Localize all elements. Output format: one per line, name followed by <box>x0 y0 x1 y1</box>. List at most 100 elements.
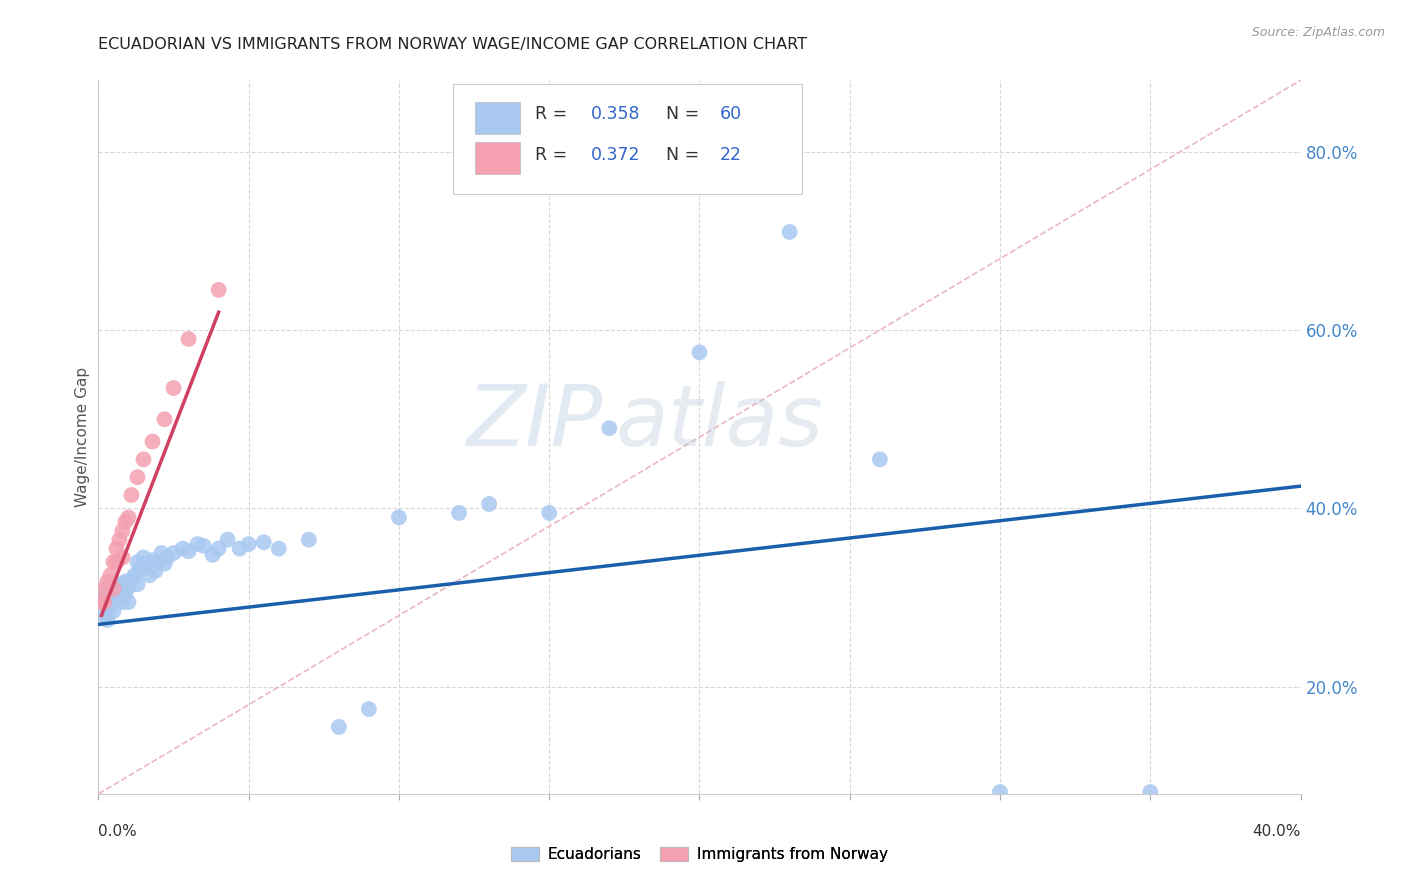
Point <box>103 604 125 618</box>
Point <box>298 533 321 547</box>
Point <box>124 568 146 582</box>
Y-axis label: Wage/Income Gap: Wage/Income Gap <box>75 367 90 508</box>
FancyBboxPatch shape <box>453 84 801 194</box>
Point <box>127 577 149 591</box>
Point <box>153 412 176 426</box>
Point <box>132 452 155 467</box>
Text: 0.372: 0.372 <box>592 146 641 164</box>
Point <box>105 592 128 607</box>
Point <box>253 535 276 549</box>
Point <box>100 568 122 582</box>
Point <box>108 582 131 596</box>
Text: 22: 22 <box>720 146 742 164</box>
Point <box>141 553 163 567</box>
Point <box>108 533 131 547</box>
Point <box>779 225 801 239</box>
Point <box>869 452 891 467</box>
Text: ECUADORIAN VS IMMIGRANTS FROM NORWAY WAGE/INCOME GAP CORRELATION CHART: ECUADORIAN VS IMMIGRANTS FROM NORWAY WAG… <box>98 37 807 52</box>
Point <box>177 544 200 558</box>
Text: ZIP: ZIP <box>467 381 603 465</box>
Point <box>228 541 250 556</box>
Point <box>267 541 290 556</box>
Text: 0.358: 0.358 <box>592 105 641 123</box>
Point <box>117 595 139 609</box>
Point <box>100 591 122 605</box>
Point <box>328 720 350 734</box>
Point <box>689 345 711 359</box>
Text: R =: R = <box>534 146 572 164</box>
Point <box>121 573 143 587</box>
Point <box>156 550 179 565</box>
Text: 0.0%: 0.0% <box>98 824 138 838</box>
Text: atlas: atlas <box>616 381 824 465</box>
Point <box>447 506 470 520</box>
Text: Source: ZipAtlas.com: Source: ZipAtlas.com <box>1251 26 1385 38</box>
Point <box>103 595 125 609</box>
Point <box>538 506 561 520</box>
Point <box>114 586 136 600</box>
Legend: Ecuadorians, Immigrants from Norway: Ecuadorians, Immigrants from Norway <box>505 841 894 868</box>
Point <box>238 537 260 551</box>
Point <box>96 613 118 627</box>
Point <box>105 541 128 556</box>
Text: N =: N = <box>655 146 704 164</box>
Point <box>162 381 184 395</box>
Point <box>114 515 136 529</box>
Point <box>598 421 620 435</box>
Point <box>127 470 149 484</box>
Point <box>141 434 163 449</box>
Point <box>111 577 134 591</box>
Point <box>105 555 128 569</box>
Point <box>201 548 224 562</box>
Point <box>103 555 125 569</box>
Point <box>1139 785 1161 799</box>
Point <box>108 591 131 605</box>
Point <box>93 595 115 609</box>
Bar <box>475 143 520 175</box>
Point <box>111 550 134 565</box>
Text: N =: N = <box>655 105 704 123</box>
Point <box>96 586 118 600</box>
Point <box>93 582 115 596</box>
Point <box>208 541 231 556</box>
Point <box>187 537 209 551</box>
Point <box>93 595 115 609</box>
Point <box>90 586 112 600</box>
Point <box>93 608 115 623</box>
Point <box>217 533 239 547</box>
Point <box>100 599 122 614</box>
Point <box>208 283 231 297</box>
Point <box>148 555 170 569</box>
Point <box>96 574 118 589</box>
Point <box>145 564 167 578</box>
Point <box>172 541 194 556</box>
Point <box>103 582 125 596</box>
Point <box>150 546 173 560</box>
Point <box>193 539 215 553</box>
Point <box>121 488 143 502</box>
Point <box>162 546 184 560</box>
Point <box>129 562 152 576</box>
Point <box>988 785 1011 799</box>
Point <box>90 595 112 609</box>
Point <box>127 555 149 569</box>
Point <box>132 550 155 565</box>
Point <box>103 582 125 596</box>
Point <box>111 595 134 609</box>
Bar <box>475 102 520 134</box>
Point <box>105 586 128 600</box>
Text: 40.0%: 40.0% <box>1253 824 1301 838</box>
Point <box>138 568 160 582</box>
Point <box>357 702 380 716</box>
Point <box>177 332 200 346</box>
Point <box>111 524 134 538</box>
Point <box>153 557 176 571</box>
Point <box>117 510 139 524</box>
Point <box>388 510 411 524</box>
Point <box>111 583 134 598</box>
Point <box>117 580 139 594</box>
Point <box>478 497 501 511</box>
Point <box>114 574 136 589</box>
Text: 60: 60 <box>720 105 742 123</box>
Point <box>135 557 157 571</box>
